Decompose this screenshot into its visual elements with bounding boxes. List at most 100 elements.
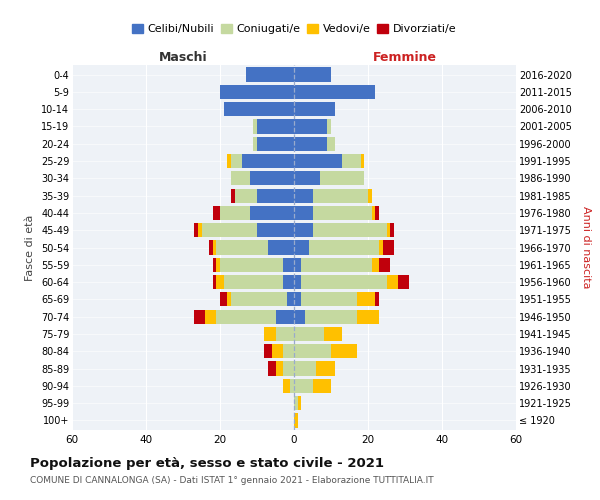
Bar	[398, 275, 409, 289]
Legend: Celibi/Nubili, Coniugati/e, Vedovi/e, Divorziati/e: Celibi/Nubili, Coniugati/e, Vedovi/e, Di…	[127, 20, 461, 39]
Bar	[313, 223, 386, 238]
Bar	[323, 327, 342, 341]
Bar	[294, 206, 313, 220]
Bar	[268, 240, 294, 254]
Bar	[379, 240, 383, 254]
Bar	[283, 379, 290, 393]
Bar	[231, 171, 250, 186]
Bar	[298, 396, 301, 410]
Bar	[253, 136, 257, 151]
Bar	[231, 292, 287, 306]
Bar	[257, 188, 294, 202]
Text: Maschi: Maschi	[158, 51, 208, 64]
Bar	[250, 171, 294, 186]
Bar	[275, 310, 294, 324]
Text: Femmine: Femmine	[373, 51, 437, 64]
Bar	[268, 362, 275, 376]
Bar	[194, 223, 198, 238]
Bar	[294, 275, 301, 289]
Bar	[231, 154, 242, 168]
Bar	[227, 154, 231, 168]
Bar	[283, 362, 294, 376]
Bar	[275, 362, 283, 376]
Bar	[331, 344, 357, 358]
Bar	[305, 310, 357, 324]
Bar	[372, 258, 379, 272]
Bar	[294, 327, 323, 341]
Bar	[390, 223, 394, 238]
Bar	[290, 379, 294, 393]
Bar	[212, 258, 217, 272]
Bar	[246, 68, 294, 82]
Bar	[220, 206, 250, 220]
Bar	[217, 240, 268, 254]
Bar	[220, 292, 227, 306]
Bar	[294, 171, 320, 186]
Bar	[212, 206, 220, 220]
Bar	[242, 154, 294, 168]
Bar	[301, 258, 372, 272]
Bar	[220, 84, 294, 99]
Bar	[294, 258, 301, 272]
Bar	[357, 292, 376, 306]
Bar	[386, 223, 390, 238]
Bar	[202, 223, 257, 238]
Bar	[217, 310, 275, 324]
Bar	[294, 154, 342, 168]
Bar	[294, 84, 376, 99]
Bar	[294, 292, 301, 306]
Bar	[361, 154, 364, 168]
Y-axis label: Fasce di età: Fasce di età	[25, 214, 35, 280]
Bar	[235, 188, 257, 202]
Bar	[217, 258, 220, 272]
Bar	[209, 240, 212, 254]
Bar	[372, 206, 376, 220]
Bar	[357, 310, 379, 324]
Bar	[216, 275, 224, 289]
Bar	[316, 362, 335, 376]
Bar	[220, 258, 283, 272]
Bar	[283, 258, 294, 272]
Bar	[301, 275, 386, 289]
Bar	[250, 206, 294, 220]
Bar	[224, 102, 294, 116]
Bar	[265, 344, 272, 358]
Bar	[294, 136, 328, 151]
Bar	[194, 310, 205, 324]
Bar	[231, 188, 235, 202]
Bar	[379, 258, 390, 272]
Bar	[294, 396, 298, 410]
Bar	[294, 240, 309, 254]
Bar	[294, 223, 313, 238]
Bar	[212, 240, 217, 254]
Bar	[301, 292, 357, 306]
Bar	[294, 120, 328, 134]
Bar	[257, 120, 294, 134]
Bar	[386, 275, 398, 289]
Bar	[257, 223, 294, 238]
Bar	[287, 292, 294, 306]
Bar	[198, 223, 202, 238]
Bar	[294, 414, 298, 428]
Bar	[376, 206, 379, 220]
Bar	[294, 102, 335, 116]
Bar	[294, 188, 313, 202]
Bar	[224, 275, 283, 289]
Bar	[376, 292, 379, 306]
Bar	[368, 188, 372, 202]
Bar	[294, 310, 305, 324]
Bar	[253, 120, 257, 134]
Bar	[328, 136, 335, 151]
Bar	[309, 240, 379, 254]
Bar	[283, 344, 294, 358]
Bar	[313, 206, 372, 220]
Y-axis label: Anni di nascita: Anni di nascita	[581, 206, 591, 289]
Bar	[283, 275, 294, 289]
Bar	[265, 327, 275, 341]
Bar	[313, 188, 368, 202]
Bar	[294, 379, 313, 393]
Bar	[257, 136, 294, 151]
Text: Popolazione per età, sesso e stato civile - 2021: Popolazione per età, sesso e stato civil…	[30, 458, 384, 470]
Bar	[294, 344, 331, 358]
Bar	[342, 154, 361, 168]
